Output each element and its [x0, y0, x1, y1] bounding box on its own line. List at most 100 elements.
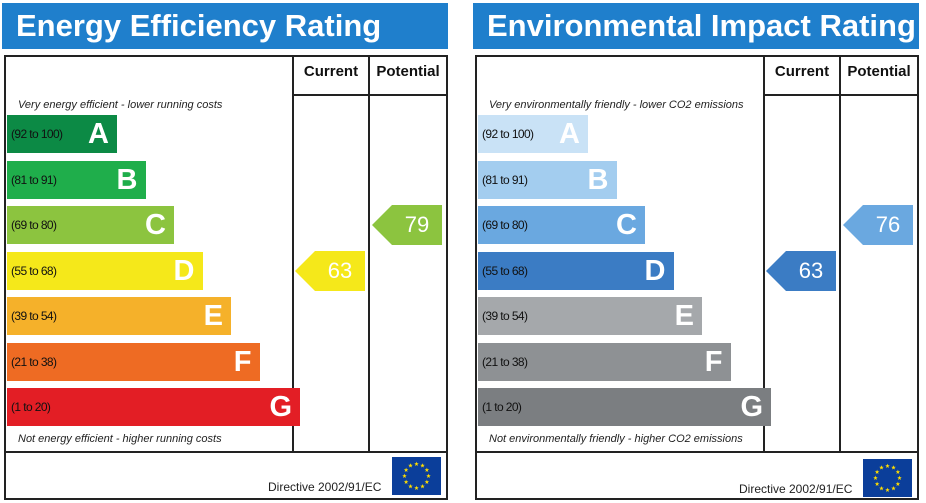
band-range-label: (69 to 80) — [11, 218, 57, 232]
flag-star — [408, 483, 413, 489]
header-divider — [765, 94, 917, 96]
band-d: (55 to 68) D — [7, 251, 203, 290]
band-letter: B — [587, 163, 609, 196]
potential-rating-value: 79 — [404, 212, 430, 237]
chart-frame: Current Potential Very energy efficient … — [4, 55, 448, 500]
directive-text: Directive 2002/91/EC — [268, 480, 382, 494]
eu-flag-icon — [863, 459, 912, 497]
band-c: (69 to 80) C — [478, 206, 645, 244]
band-letter: F — [704, 345, 723, 378]
current-column-header: Current — [774, 63, 830, 80]
flag-star — [402, 473, 407, 478]
band-range-label: (81 to 91) — [482, 172, 528, 187]
band-letter: B — [116, 163, 138, 196]
flag-star — [879, 485, 884, 491]
column-divider — [763, 57, 765, 451]
flag-star — [879, 465, 884, 470]
potential-column-header: Potential — [376, 63, 440, 80]
flag-star — [420, 483, 425, 489]
column-divider — [292, 57, 294, 451]
band-range-label: (39 to 54) — [11, 309, 57, 323]
flag-star — [891, 485, 896, 491]
current-rating-arrow-shape — [766, 250, 836, 291]
flag-star — [408, 463, 413, 468]
band-range-label: (1 to 20) — [11, 400, 51, 414]
flag-star — [424, 467, 430, 472]
flag-star — [874, 481, 880, 486]
current-rating-value: 63 — [798, 257, 824, 283]
potential-rating-arrow-shape — [372, 205, 442, 245]
band-range-label: (92 to 100) — [11, 127, 63, 141]
band-range-label: (69 to 80) — [482, 218, 528, 232]
header-divider — [294, 94, 446, 96]
band-d: (55 to 68) D — [478, 251, 674, 290]
bottom-note: Not energy efficient - higher running co… — [18, 433, 222, 445]
band-g: (1 to 20) G — [7, 388, 300, 426]
band-letter: E — [203, 300, 223, 332]
band-e: (39 to 54) E — [478, 297, 702, 335]
band-range-label: (21 to 38) — [11, 354, 57, 369]
flag-star — [420, 463, 425, 468]
band-letter: C — [145, 209, 166, 241]
chart-title: Environmental Impact Rating — [473, 3, 919, 49]
bottom-note: Not environmentally friendly - higher CO… — [489, 433, 743, 445]
band-range-label: (39 to 54) — [482, 309, 528, 323]
band-range-label: (55 to 68) — [482, 263, 528, 278]
band-letter: A — [88, 118, 109, 150]
potential-rating-arrow: 79 — [372, 205, 442, 245]
potential-rating-value: 76 — [875, 212, 901, 237]
flag-star — [897, 475, 902, 480]
flag-star — [885, 487, 890, 492]
band-range-label: (55 to 68) — [11, 263, 57, 278]
footer-divider — [477, 451, 917, 453]
footer-divider — [6, 451, 446, 453]
band-letter: G — [269, 391, 292, 423]
potential-rating-arrow-shape — [843, 205, 913, 245]
band-c: (69 to 80) C — [7, 206, 174, 244]
band-range-label: (1 to 20) — [482, 400, 522, 414]
band-b: (81 to 91) B — [478, 160, 617, 199]
band-a: (92 to 100) A — [7, 115, 117, 153]
band-letter: A — [559, 118, 580, 150]
column-divider — [368, 57, 370, 451]
band-range-label: (92 to 100) — [482, 127, 534, 141]
top-note: Very environmentally friendly - lower CO… — [489, 99, 744, 111]
flag-star — [426, 473, 431, 478]
flag-star — [891, 465, 896, 470]
band-letter: C — [616, 209, 637, 241]
flag-star — [874, 469, 880, 474]
flag-star — [895, 469, 901, 474]
current-column-header: Current — [303, 63, 359, 80]
flag-star — [873, 475, 878, 480]
flag-star — [885, 463, 890, 468]
flag-star — [895, 481, 901, 486]
column-divider — [839, 57, 841, 451]
band-b: (81 to 91) B — [7, 160, 146, 199]
energy-efficiency-chart: Energy Efficiency Rating Current Potenti… — [2, 0, 452, 503]
chart-frame: Current Potential Very environmentally f… — [475, 55, 919, 500]
band-g: (1 to 20) G — [478, 388, 771, 426]
eu-flag-icon — [392, 457, 441, 495]
flag-star — [403, 467, 409, 472]
current-rating-value: 63 — [327, 257, 353, 283]
band-letter: G — [740, 391, 763, 423]
current-rating-arrow: 63 — [295, 250, 365, 291]
band-f: (21 to 38) F — [478, 342, 731, 381]
chart-title: Energy Efficiency Rating — [2, 3, 448, 49]
flag-star — [424, 479, 430, 484]
band-letter: D — [644, 254, 666, 287]
band-letter: F — [233, 345, 252, 378]
band-letter: D — [173, 254, 195, 287]
current-rating-arrow: 63 — [766, 250, 836, 291]
flag-star — [414, 485, 419, 490]
band-f: (21 to 38) F — [7, 342, 260, 381]
directive-text: Directive 2002/91/EC — [739, 482, 853, 496]
flag-star — [403, 479, 409, 484]
current-rating-arrow-shape — [295, 250, 365, 291]
potential-column-header: Potential — [847, 63, 911, 80]
band-range-label: (81 to 91) — [11, 172, 57, 187]
flag-star — [414, 461, 419, 466]
band-range-label: (21 to 38) — [482, 354, 528, 369]
band-e: (39 to 54) E — [7, 297, 231, 335]
band-a: (92 to 100) A — [478, 115, 588, 153]
